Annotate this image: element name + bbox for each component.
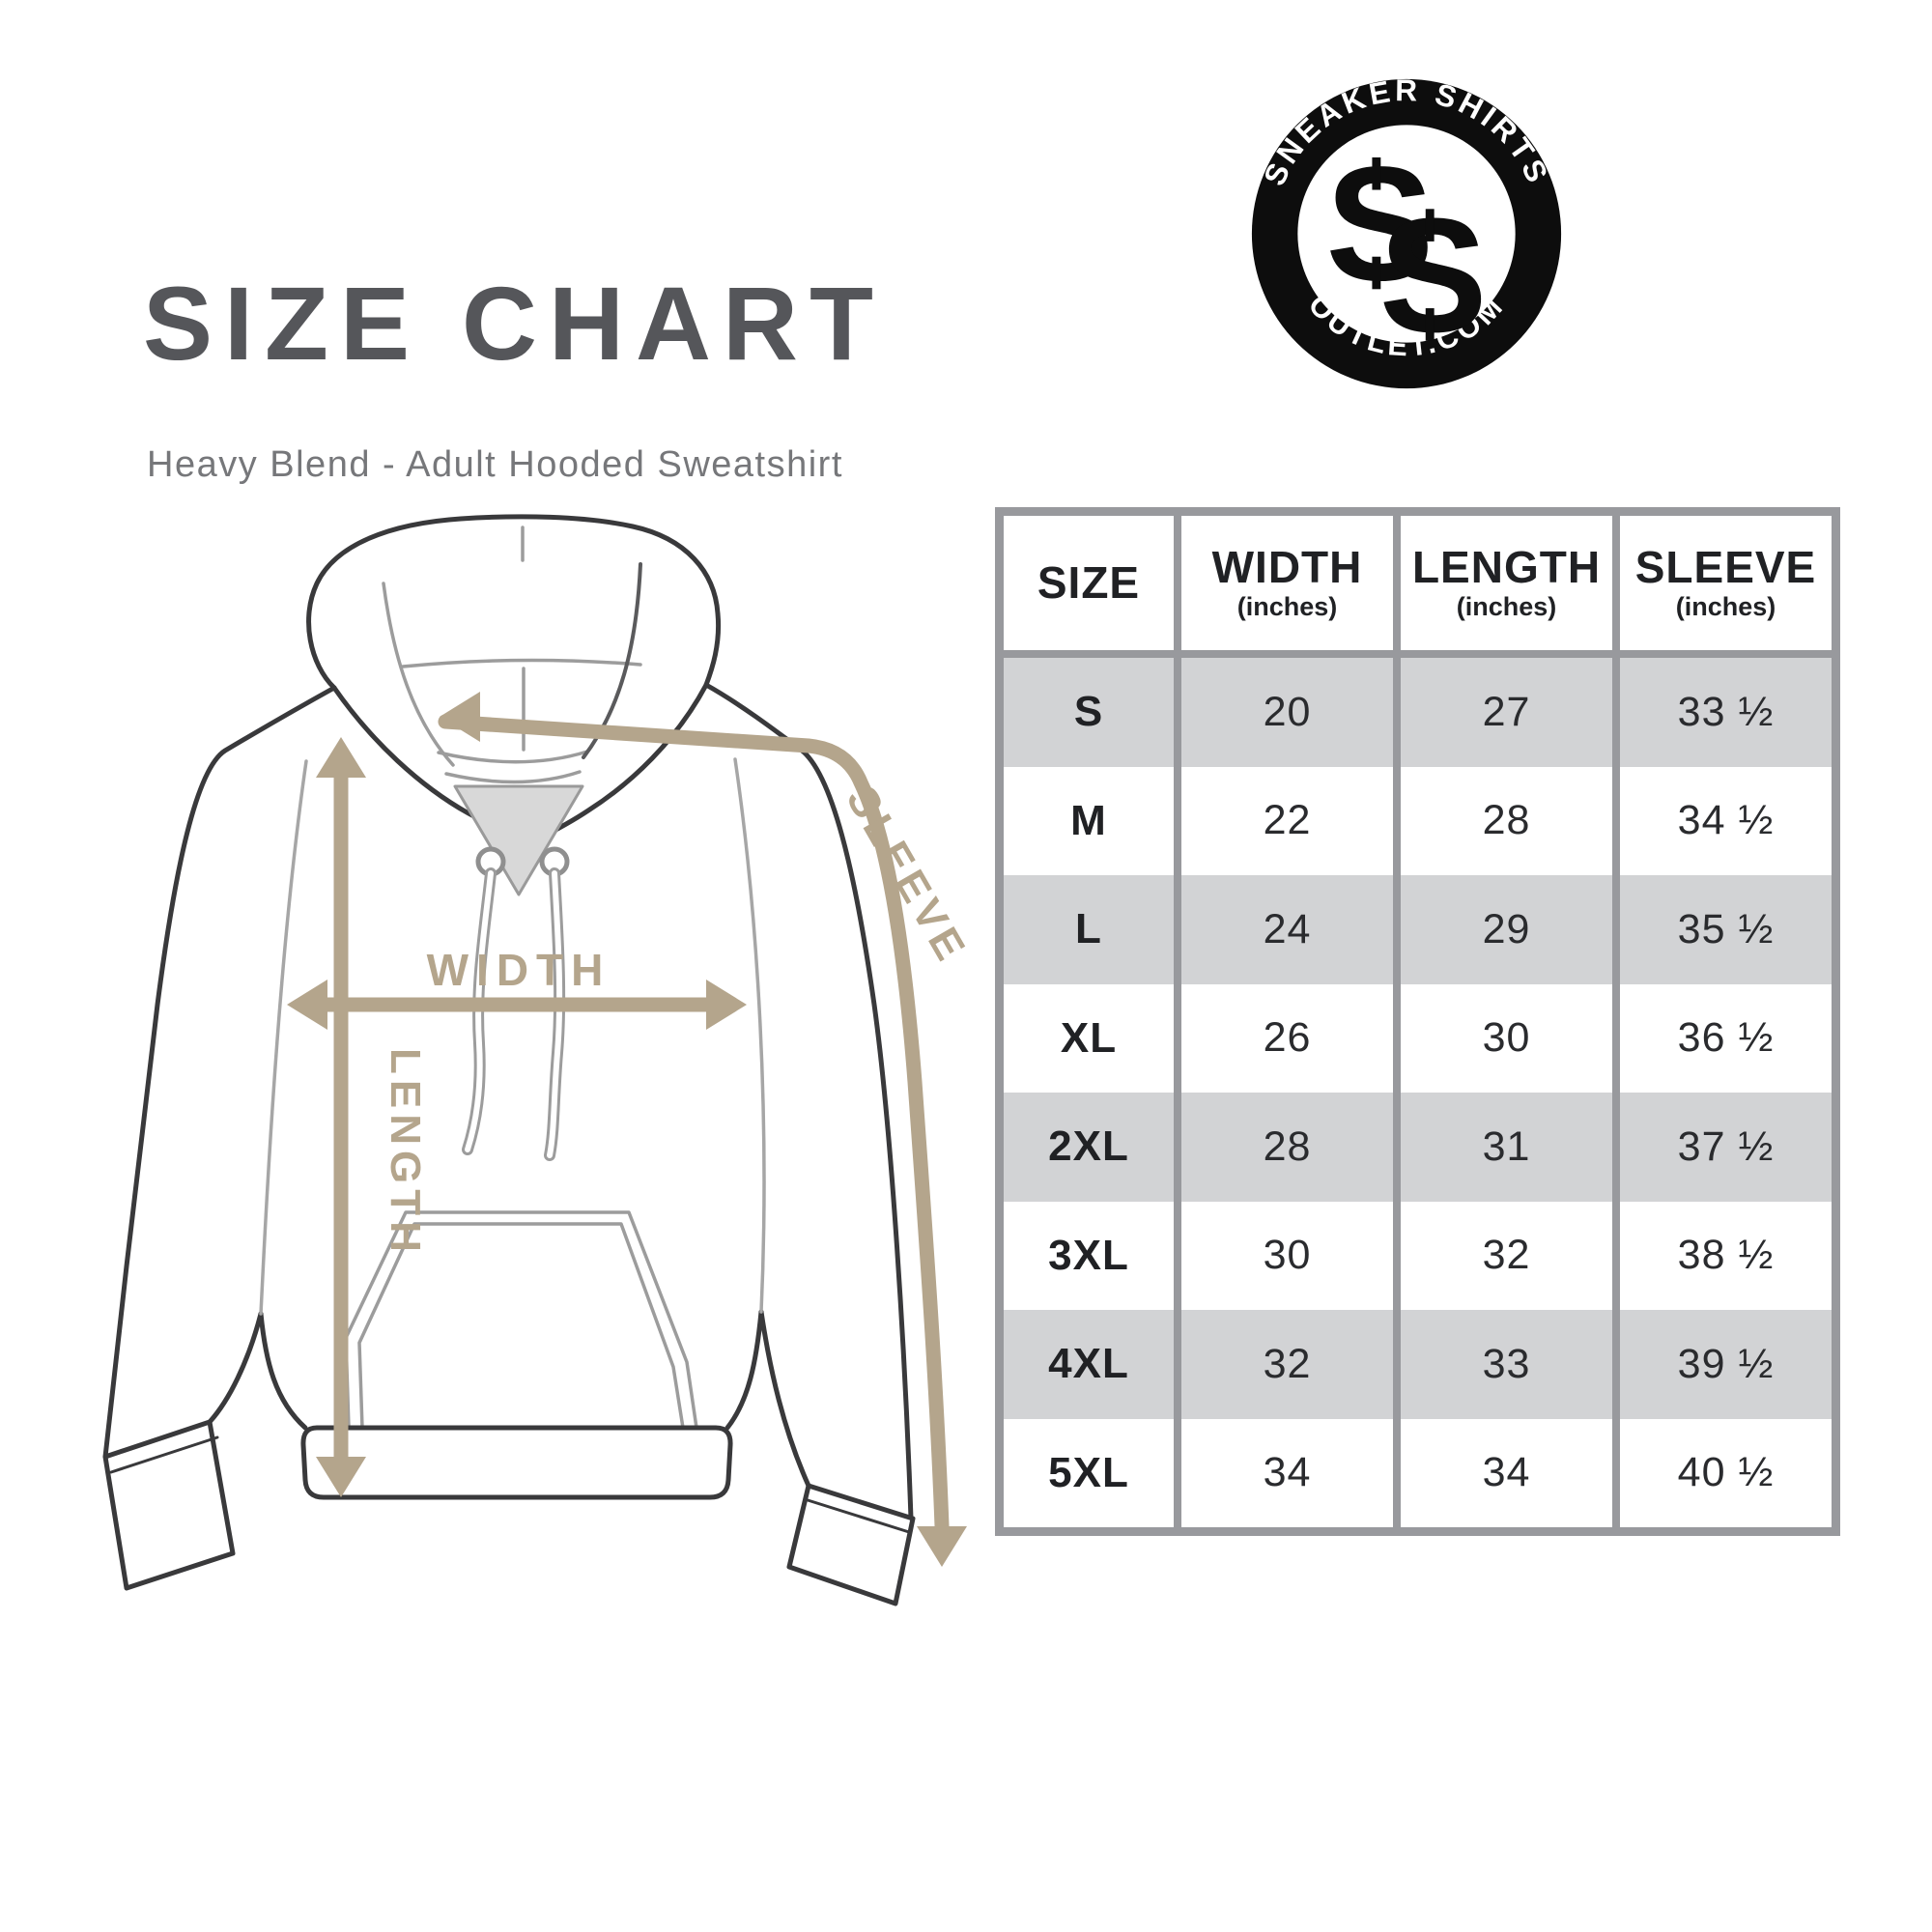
table-row-size: 3XL [1048,1231,1129,1279]
width-label: WIDTH [427,945,611,995]
table-row-width: 26 [1174,983,1393,1093]
waistband [300,1425,733,1500]
sleeve-arrow [438,714,950,1534]
table-row-length: 34 [1393,1418,1612,1527]
table-row-width: 28 [1174,1093,1393,1202]
table-row-length: 32 [1393,1201,1612,1310]
col-header-sleeve: SLEEVE (inches) [1612,516,1832,658]
table-row-size: L [1004,875,1174,984]
col-header-width: WIDTH (inches) [1174,516,1393,658]
hoodie-body-outline [102,682,914,1521]
table-row-size: 5XL [1048,1448,1129,1496]
col-header-size: SIZE [1004,516,1174,658]
table-row-sleeve: 33 ½ [1612,658,1832,767]
table-row-size: 4XL [1004,1310,1174,1419]
table-row-size: M [1070,796,1107,844]
drawstrings [462,846,570,1161]
table-row-width: 22 [1174,766,1393,875]
measure-labels: WIDTH LENGTH SLEEVE [382,779,977,1258]
table-row-length: 30 [1393,983,1612,1093]
table-row-length: 27 [1393,658,1612,767]
table-row-sleeve: 40 ½ [1612,1418,1832,1527]
table-row-length: 33 [1393,1310,1612,1419]
table-row-size: 2XL [1004,1093,1174,1202]
table-row-width: 32 [1174,1310,1393,1419]
table-row-sleeve: 35 ½ [1612,875,1832,984]
logo-inner-circle [1297,125,1516,343]
table-row-width: 20 [1174,658,1393,767]
table-row-sleeve: 37 ½ [1612,1093,1832,1202]
length-label: LENGTH [382,1048,429,1258]
neck-panel [453,784,584,896]
table-row-length: 28 [1393,766,1612,875]
table-row-width: 30 [1174,1201,1393,1310]
table-row-sleeve: 34 ½ [1612,766,1832,875]
table-row-size: S [1004,658,1174,767]
brand-logo: SNEAKER SHIRTS OUTLET.COM S S [1251,72,1562,389]
hood-inner-lines [382,526,642,784]
logo-ss-monogram: S S [1325,132,1487,365]
table-row-sleeve: 38 ½ [1612,1201,1832,1310]
measure-arrows [316,714,950,1534]
hoodie-measurement-diagram: WIDTH LENGTH SLEEVE [102,514,977,1606]
arrowheads [287,692,967,1567]
table-row-sleeve: 39 ½ [1612,1310,1832,1419]
col-header-length: LENGTH (inches) [1393,516,1612,658]
table-row-width: 34 [1174,1418,1393,1527]
table-row-width: 24 [1174,875,1393,984]
size-chart-table: SIZE WIDTH (inches) LENGTH (inches) SLEE… [995,507,1840,1536]
cuffs [102,1419,916,1606]
table-row-sleeve: 36 ½ [1612,983,1832,1093]
table-row-size: XL [1060,1013,1118,1062]
page-title: SIZE CHART [143,265,885,382]
table-row-length: 31 [1393,1093,1612,1202]
table-row-length: 29 [1393,875,1612,984]
sleeve-seams [259,757,766,1316]
product-subtitle: Heavy Blend - Adult Hooded Sweatshirt [147,444,843,485]
